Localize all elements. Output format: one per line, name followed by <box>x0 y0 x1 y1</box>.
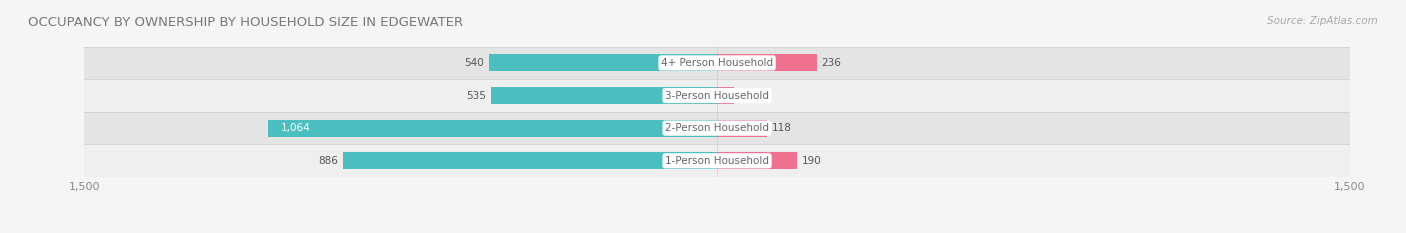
Bar <box>717 152 797 169</box>
Text: 4+ Person Household: 4+ Person Household <box>661 58 773 68</box>
Text: 118: 118 <box>772 123 792 133</box>
Text: 1,064: 1,064 <box>281 123 311 133</box>
Bar <box>489 55 717 71</box>
Text: 236: 236 <box>821 58 842 68</box>
Bar <box>717 120 766 137</box>
Bar <box>717 87 734 104</box>
Text: 886: 886 <box>318 156 339 166</box>
Bar <box>717 55 817 71</box>
Text: 3-Person Household: 3-Person Household <box>665 91 769 100</box>
Bar <box>84 47 1350 79</box>
Bar <box>84 112 1350 144</box>
Text: 535: 535 <box>467 91 486 100</box>
Text: 2-Person Household: 2-Person Household <box>665 123 769 133</box>
Bar <box>269 120 717 137</box>
Text: 190: 190 <box>803 156 823 166</box>
Bar <box>492 87 717 104</box>
Bar <box>343 152 717 169</box>
Bar <box>84 79 1350 112</box>
Text: OCCUPANCY BY OWNERSHIP BY HOUSEHOLD SIZE IN EDGEWATER: OCCUPANCY BY OWNERSHIP BY HOUSEHOLD SIZE… <box>28 16 463 29</box>
Text: Source: ZipAtlas.com: Source: ZipAtlas.com <box>1267 16 1378 26</box>
Text: 540: 540 <box>464 58 484 68</box>
Text: 1-Person Household: 1-Person Household <box>665 156 769 166</box>
Text: 39: 39 <box>738 91 752 100</box>
Bar <box>84 144 1350 177</box>
